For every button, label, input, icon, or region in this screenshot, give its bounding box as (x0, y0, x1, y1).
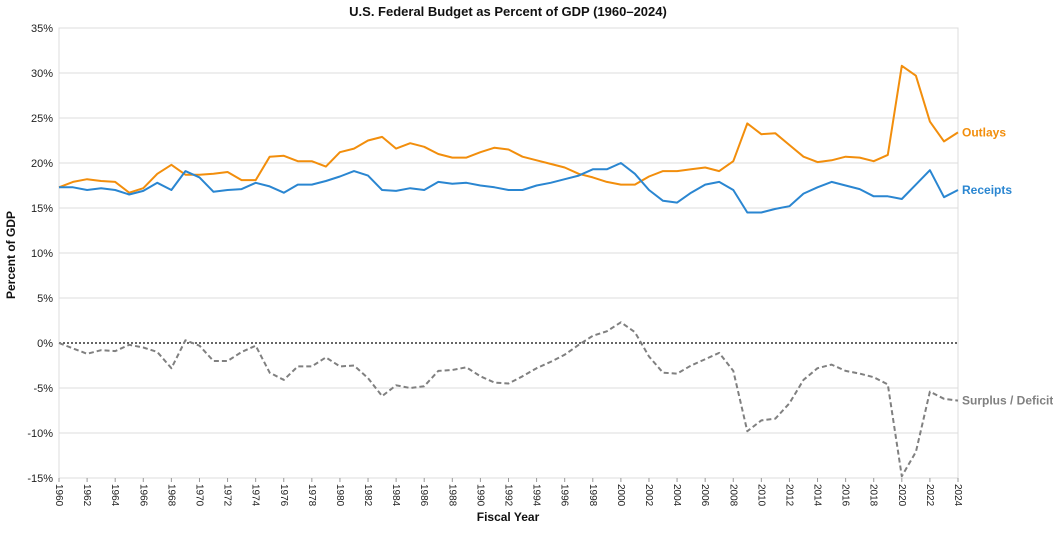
series-labels: Outlays Receipts Surplus / Deficit (962, 125, 1053, 407)
y-tick-label: 20% (31, 158, 53, 170)
x-tick-label: 1994 (531, 484, 542, 507)
series-line-receipts (59, 162, 959, 214)
x-tick-label: 1982 (362, 484, 373, 507)
x-tick-label: 1980 (334, 484, 345, 507)
series-label: Surplus / Deficit (962, 394, 1053, 408)
y-tick-label: 15% (31, 203, 53, 215)
x-tick-label: 2018 (868, 484, 879, 507)
y-tick-label: -10% (27, 428, 53, 440)
series-line-outlays (58, 64, 959, 194)
y-tick-label: -5% (33, 383, 53, 395)
x-tick-label: 2022 (924, 484, 935, 507)
series-line-surplus-deficit (58, 321, 959, 478)
axes: 35% 30% 25% 20% 15% 10% 5% 0% -5% -10% -15%1960 196… (27, 23, 963, 507)
y-tick-label: 30% (31, 68, 53, 80)
x-tick-label: 1964 (109, 484, 120, 507)
x-tick-label: 2008 (727, 484, 738, 507)
x-tick-label: 1960 (53, 484, 64, 507)
y-axis-title: Percent of GDP (4, 211, 18, 299)
y-tick-label: 35% (31, 23, 53, 35)
x-tick-label: 1970 (193, 484, 204, 507)
x-tick-label: 2024 (952, 484, 963, 507)
series-lines (58, 64, 959, 478)
x-tick-label: 1990 (474, 484, 485, 507)
x-tick-label: 1988 (446, 484, 457, 507)
x-tick-label: 1984 (390, 484, 401, 507)
y-tick-label: 10% (31, 248, 53, 260)
y-tick-label: 5% (37, 293, 53, 305)
x-tick-label: 1998 (587, 484, 598, 507)
y-tick-label: -15% (27, 473, 53, 485)
x-tick-label: 2000 (615, 484, 626, 507)
x-tick-label: 1962 (81, 484, 92, 507)
series-label: Outlays (962, 125, 1006, 139)
y-tick-label: 25% (31, 113, 53, 125)
x-tick-label: 2006 (699, 484, 710, 507)
x-tick-label: 2004 (671, 484, 682, 507)
x-tick-label: 2020 (896, 484, 907, 507)
x-tick-label: 1978 (306, 484, 317, 507)
x-tick-label: 1968 (165, 484, 176, 507)
x-tick-label: 2016 (840, 484, 851, 507)
x-tick-label: 2012 (783, 484, 794, 507)
chart-title: U.S. Federal Budget as Percent of GDP (1… (349, 4, 667, 19)
x-tick-label: 1966 (137, 484, 148, 507)
x-tick-label: 2014 (812, 484, 823, 507)
x-tick-label: 2002 (643, 484, 654, 507)
grid-lines (58, 27, 959, 479)
y-tick-label: 0% (37, 338, 53, 350)
x-tick-label: 1976 (278, 484, 289, 507)
x-axis-title: Fiscal Year (477, 510, 540, 524)
x-tick-label: 1996 (559, 484, 570, 507)
x-tick-label: 1974 (250, 484, 261, 507)
series-label: Receipts (962, 183, 1012, 197)
x-tick-label: 1972 (222, 484, 233, 507)
x-tick-label: 1992 (503, 484, 514, 507)
x-tick-label: 1986 (418, 484, 429, 507)
x-tick-label: 2010 (755, 484, 766, 507)
